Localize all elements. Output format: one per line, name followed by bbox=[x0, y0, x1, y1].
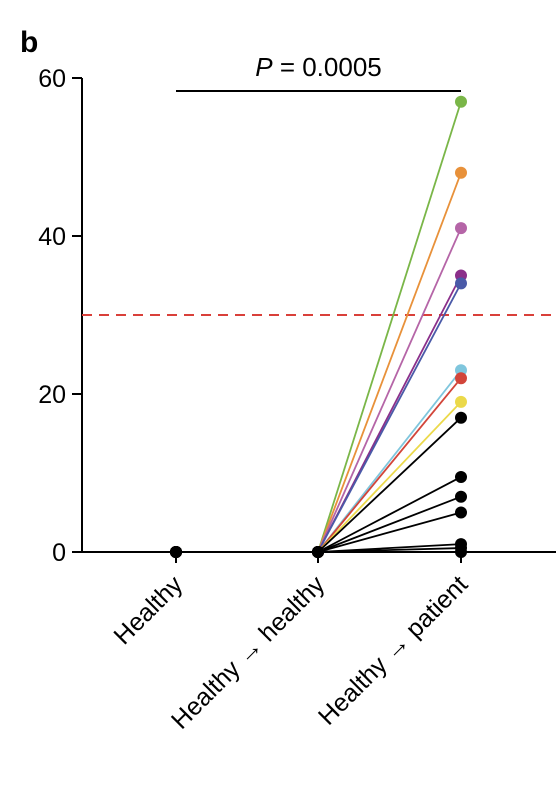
y-tick-label-60: 60 bbox=[38, 65, 66, 93]
x-tick-label-2: Healthy → patient bbox=[313, 570, 473, 730]
series-1-segment-1 bbox=[317, 172, 462, 553]
series-9-point-2 bbox=[455, 470, 467, 483]
series-14-point-0 bbox=[170, 546, 182, 558]
series-layer bbox=[170, 95, 467, 558]
series-8 bbox=[176, 417, 462, 553]
series-9-segment-1 bbox=[317, 476, 462, 553]
series-10-segment-1 bbox=[317, 495, 462, 553]
series-8-point-2 bbox=[455, 411, 467, 424]
p-value-label: P = 0.0005 bbox=[255, 52, 382, 82]
y-tick-label-40: 40 bbox=[38, 223, 66, 251]
series-6-point-2 bbox=[455, 372, 467, 385]
series-10-point-2 bbox=[455, 490, 467, 503]
series-3 bbox=[176, 275, 462, 553]
series-14-point-1 bbox=[312, 546, 324, 558]
series-2-segment-1 bbox=[317, 227, 462, 553]
series-1-point-2 bbox=[455, 166, 467, 179]
series-2-point-2 bbox=[455, 222, 467, 235]
y-tick-label-20: 20 bbox=[38, 381, 66, 409]
p-symbol: P bbox=[255, 52, 273, 82]
series-11-segment-1 bbox=[317, 511, 462, 553]
series-9 bbox=[176, 476, 462, 553]
series-4-segment-1 bbox=[317, 282, 462, 553]
series-8-segment-1 bbox=[317, 417, 462, 553]
series-11-point-2 bbox=[455, 506, 467, 519]
series-7-point-2 bbox=[455, 395, 467, 408]
significance-annotation: P = 0.0005 bbox=[176, 52, 461, 92]
y-tick-label-0: 0 bbox=[52, 539, 66, 567]
series-6 bbox=[176, 377, 462, 553]
series-6-segment-1 bbox=[317, 377, 462, 553]
p-value-text: = 0.0005 bbox=[273, 52, 382, 82]
series-4-point-2 bbox=[455, 277, 467, 290]
series-7-segment-1 bbox=[317, 401, 462, 553]
series-14-point-2 bbox=[455, 546, 467, 558]
series-0-point-2 bbox=[455, 95, 467, 108]
x-tick-label-1: Healthy → healthy bbox=[166, 570, 331, 735]
series-2 bbox=[176, 227, 462, 553]
series-0-segment-1 bbox=[317, 101, 462, 553]
panel-label: b bbox=[20, 26, 38, 59]
x-tick-label-0: Healthy bbox=[109, 570, 189, 650]
